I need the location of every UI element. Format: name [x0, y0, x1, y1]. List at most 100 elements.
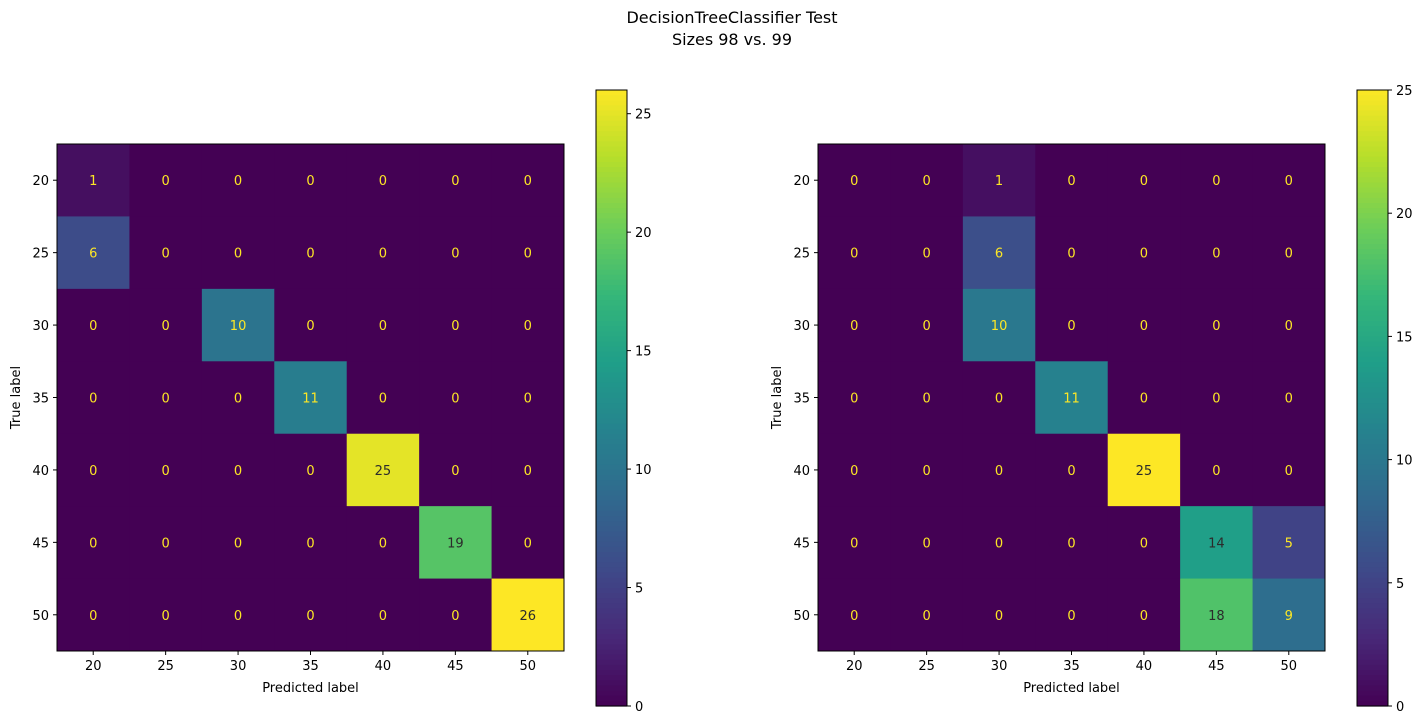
colorbar-segment	[596, 562, 627, 568]
colorbar-segment	[1357, 151, 1388, 158]
cell-value-label: 0	[306, 174, 314, 189]
matrix-cell	[346, 288, 420, 362]
colorbar-segment	[596, 295, 627, 302]
cell-value-label: 0	[1212, 464, 1220, 479]
colorbar-segment	[1357, 510, 1388, 517]
colorbar-segment	[1357, 418, 1388, 425]
cell-value-label: 0	[850, 609, 858, 624]
matrix-cell	[818, 288, 891, 362]
cell-value-label: 0	[162, 464, 170, 479]
colorbar-segment	[1357, 100, 1388, 106]
cell-value-label: 0	[1285, 392, 1293, 407]
y-tick-label: 40	[32, 464, 49, 479]
colorbar-segment	[1357, 603, 1388, 610]
colorbar-segment	[1357, 346, 1388, 353]
colorbar-segment	[596, 136, 627, 142]
colorbar-segment	[596, 331, 627, 337]
colorbar-segment	[596, 649, 627, 656]
colorbar-segment	[596, 629, 627, 635]
matrix-cell	[419, 433, 493, 507]
colorbar-segment	[1357, 587, 1388, 594]
matrix-cell	[1252, 506, 1326, 580]
matrix-cell	[274, 578, 348, 652]
colorbar-frame	[1356, 89, 1389, 707]
colorbar-segment	[596, 315, 627, 322]
cell-value-label: 0	[451, 464, 459, 479]
matrix-cell	[346, 506, 420, 580]
cell-value-label: 25	[375, 464, 392, 479]
colorbar-segment	[1357, 608, 1388, 615]
colorbar-segment	[1357, 310, 1388, 317]
matrix-cell	[491, 506, 565, 580]
colorbar-segment	[1357, 125, 1388, 132]
colorbar-segment	[596, 567, 627, 574]
colorbar-segment	[596, 618, 627, 625]
colorbar-segment	[1357, 654, 1388, 661]
colorbar-segment	[596, 444, 627, 450]
matrix-cell	[1035, 578, 1109, 652]
x-tick-label: 30	[991, 659, 1008, 674]
colorbar-segment	[1357, 269, 1388, 276]
matrix-cell	[1107, 144, 1181, 217]
matrix-cell	[818, 216, 891, 290]
matrix-cell	[962, 144, 1036, 217]
colorbar-segment	[1357, 387, 1388, 394]
cell-value-label: 0	[1212, 319, 1220, 334]
matrix-cell	[890, 144, 964, 217]
cell-value-label: 0	[306, 609, 314, 624]
colorbar-segment	[596, 413, 627, 420]
cell-value-label: 0	[234, 392, 242, 407]
colorbar-segment	[1357, 161, 1388, 168]
colorbar-segment	[596, 115, 627, 122]
colorbar-segment	[1357, 649, 1388, 656]
matrix-cell	[57, 144, 130, 217]
matrix-cell	[274, 288, 348, 362]
cell-value-label: 0	[1285, 174, 1293, 189]
matrix-cell	[346, 144, 420, 217]
cell-value-label: 0	[89, 464, 97, 479]
y-tick-label: 40	[793, 464, 810, 479]
colorbar-tick-label: 25	[635, 108, 652, 123]
colorbar-segment	[1357, 459, 1388, 466]
colorbar-segment	[1357, 562, 1388, 568]
cell-value-label: 0	[1212, 247, 1220, 262]
colorbar-segment	[1357, 259, 1388, 266]
cell-value-label: 19	[447, 536, 464, 551]
y-tick-label: 45	[32, 536, 49, 551]
cell-value-label: 0	[451, 247, 459, 262]
colorbar-segment	[596, 428, 627, 435]
matrix-cell	[1252, 216, 1326, 290]
cell-value-label: 0	[1140, 247, 1148, 262]
cell-value-label: 0	[162, 247, 170, 262]
cell-value-label: 0	[234, 536, 242, 551]
x-axis-label: Predicted label	[262, 681, 359, 696]
colorbar-segment	[1357, 233, 1388, 240]
y-tick-label: 30	[793, 319, 810, 334]
colorbar-segment	[1357, 526, 1388, 533]
cell-value-label: 0	[1212, 392, 1220, 407]
colorbar-segment	[596, 125, 627, 132]
matrix-cell	[201, 506, 275, 580]
colorbar-segment	[1357, 439, 1388, 445]
colorbar-segment	[1357, 377, 1388, 384]
cell-value-label: 0	[524, 464, 532, 479]
colorbar-segment	[1357, 295, 1388, 302]
colorbar-segment	[1357, 680, 1388, 687]
matrix-cell	[962, 216, 1036, 290]
colorbar-segment	[596, 480, 627, 486]
colorbar-segment	[1357, 521, 1388, 527]
matrix-cell	[1107, 288, 1181, 362]
matrix-cell	[1035, 216, 1109, 290]
y-tick-label: 20	[32, 174, 49, 189]
colorbar-segment	[596, 161, 627, 168]
x-tick-label: 40	[1136, 659, 1153, 674]
matrix-cell	[818, 506, 891, 580]
cell-value-label: 0	[1285, 464, 1293, 479]
matrix-cell	[890, 288, 964, 362]
cell-value-label: 18	[1208, 609, 1225, 624]
colorbar-segment	[596, 485, 627, 491]
colorbar-segment	[1357, 505, 1388, 512]
matrix-cell	[419, 506, 493, 580]
colorbar-segment	[1357, 485, 1388, 491]
cell-value-label: 0	[451, 174, 459, 189]
